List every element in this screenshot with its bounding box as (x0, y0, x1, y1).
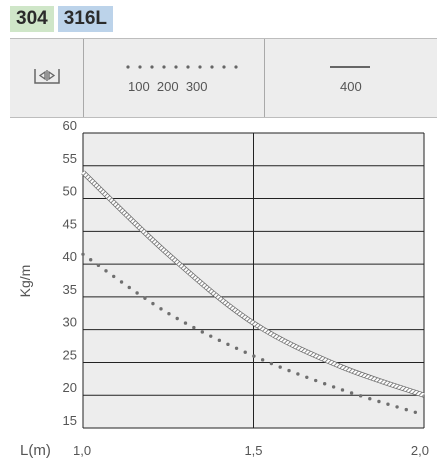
hatched-line-swatch (330, 64, 370, 70)
chart: 15 20 25 30 35 40 45 50 55 60 1,0 1,5 2,0 Kg/m L(m) (0, 118, 446, 464)
y-tick-label: 15 (63, 413, 77, 428)
legend-bar: 100 200 300 400 (10, 38, 437, 118)
legend-cell-dotted: 100 200 300 (84, 39, 265, 117)
y-tick-label: 35 (63, 282, 77, 297)
y-tick-label: 25 (63, 347, 77, 362)
x-tick-label: 1,5 (244, 443, 262, 458)
x-tick-label: 2,0 (411, 443, 429, 458)
y-tick-label: 30 (63, 315, 77, 330)
legend-cell-icon (10, 39, 84, 117)
y-tick-label: 60 (63, 118, 77, 133)
y-tick-label: 20 (63, 380, 77, 395)
y-tick-label: 40 (63, 249, 77, 264)
chart-svg: 15 20 25 30 35 40 45 50 55 60 1,0 1,5 2,0 Kg/m L(m) (0, 118, 446, 464)
dotted-legend-label: 100 200 300 (128, 79, 208, 94)
solid-legend-label: 400 (340, 79, 362, 94)
grade-badges: 304 316L (10, 6, 113, 32)
dotted-line-swatch (124, 63, 254, 71)
grade-304-badge: 304 (10, 6, 54, 32)
legend-cell-solid: 400 (265, 39, 437, 117)
x-tick-label: 1,0 (73, 443, 91, 458)
y-tick-label: 50 (63, 184, 77, 199)
y-tick-label: 55 (63, 151, 77, 166)
width-arrows-icon (32, 66, 62, 86)
y-axis-label: Kg/m (17, 265, 33, 298)
grade-316l-badge: 316L (58, 6, 113, 32)
x-axis-label: L(m) (20, 442, 51, 459)
y-tick-label: 45 (63, 216, 77, 231)
